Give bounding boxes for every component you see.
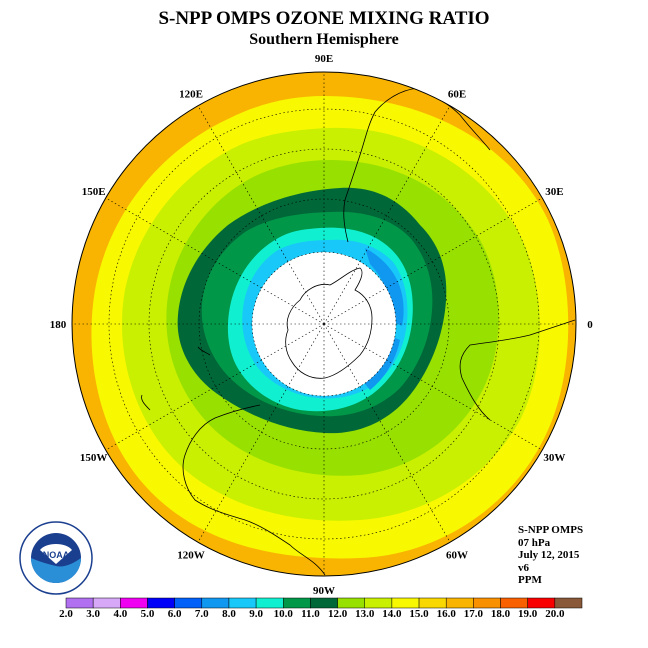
colorbar-tick-label: 15.0 [409,608,429,620]
colorbar-swatch [228,597,257,609]
map-subtitle: Southern Hemisphere [249,31,399,48]
colorbar-tick-label: 9.0 [249,608,263,620]
colorbar-swatch [445,597,474,609]
colorbar-swatch [473,597,501,609]
colorbar-tick-label: 19.0 [518,608,538,620]
colorbar-tick-label: 4.0 [113,608,128,620]
info-block: S-NPP OMPS 07 hPa July 12, 2015 v6 PPM [518,524,583,587]
colorbar-swatch [337,597,365,609]
colorbar-swatch [201,597,230,609]
graticule [72,72,576,576]
colorbar-swatch [418,597,447,609]
map-border [71,71,577,577]
longitude-label: 120W [177,549,205,561]
colorbar-swatch [147,597,175,609]
colorbar-swatch [527,597,556,609]
colorbar-tick-label: 11.0 [301,608,320,620]
coastline-south-america [343,87,491,243]
coastline-new-zealand [141,346,211,411]
colorbar-tick-label: 3.0 [86,608,101,620]
info-date: July 12, 2015 [518,549,580,561]
colorbar-swatch [283,597,311,609]
colorbar [65,597,583,609]
colorbar-tick-label: 7.0 [194,608,209,620]
longitude-label: 60W [446,549,468,561]
colorbar-tick-label: 14.0 [382,608,402,620]
longitude-label: 120E [179,89,203,101]
colorbar-tick-label: 17.0 [463,608,483,620]
longitude-label: 30W [543,452,565,464]
longitude-label: 90E [315,53,333,65]
colorbar-tick-label: 13.0 [355,608,375,620]
info-version: v6 [518,561,529,574]
colorbar-swatch [500,597,528,609]
colorbar-tick-label: 10.0 [273,608,293,620]
colorbar-tick-label: 6.0 [167,608,182,620]
colorbar-swatch [364,597,393,609]
longitude-label: 150E [82,186,106,198]
longitude-label: 180 [50,319,67,331]
colorbar-swatch [65,597,94,609]
colorbar-swatch [174,597,203,609]
noaa-logo-text: NOAA [43,550,70,560]
longitude-label: 30E [545,186,563,198]
latitude-circle [108,108,540,540]
colorbar-swatch [310,597,338,609]
latitude-circle [148,148,500,500]
longitude-label: 60E [448,89,466,101]
noaa-logo: NOAA [19,521,93,595]
colorbar-tick-label: 12.0 [327,608,348,620]
longitude-labels: 0 30E 60E 90E 120E 150E 180 150W 120W 90W 60W 30W [50,53,594,597]
info-pressure-level: 07 hPa [518,536,551,549]
colorbar-swatch [554,597,583,609]
colorbar-tick-label: 2.0 [59,608,73,620]
colorbar-swatch [255,597,284,609]
contour-blue [365,248,404,326]
colorbar-tick-label: 5.0 [140,608,155,620]
info-instrument: S-NPP OMPS [518,524,584,536]
longitude-label: 0 [587,319,593,331]
coastline-australia [182,404,326,576]
colorbar-tick-label: 20.0 [545,608,565,620]
colorbar-tick-label: 16.0 [436,608,456,620]
coastline-africa [459,319,576,421]
colorbar-swatch [391,597,420,609]
colorbar-swatch [120,597,148,609]
colorbar-tick-label: 8.0 [222,608,236,620]
longitude-label: 150W [80,452,108,464]
info-units: PPM [518,574,542,586]
colorbar-tick-label: 18.0 [490,608,511,620]
colorbar-swatch [92,597,121,609]
longitude-label: 90W [313,585,335,597]
map-title: S-NPP OMPS OZONE MIXING RATIO [158,8,490,29]
